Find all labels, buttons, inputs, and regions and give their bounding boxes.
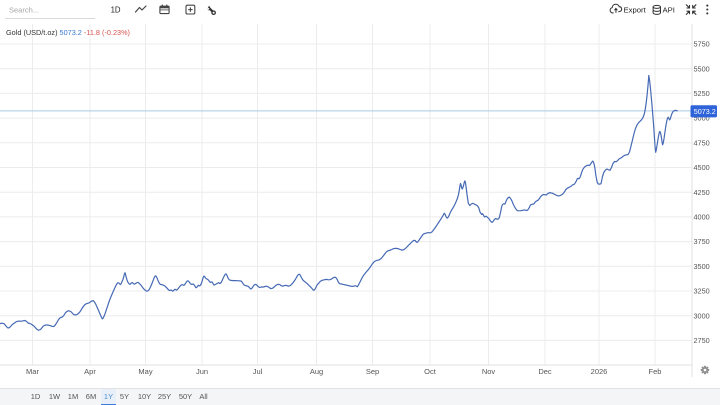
svg-text:Jun: Jun [196,367,208,376]
svg-text:1D: 1D [111,6,121,15]
svg-text:4250: 4250 [694,188,710,197]
svg-text:5750: 5750 [694,40,710,49]
svg-text:API: API [663,6,675,15]
svg-text:2026: 2026 [591,367,608,376]
svg-text:May: May [138,367,152,376]
svg-text:4000: 4000 [694,213,710,222]
svg-text:5500: 5500 [694,64,710,73]
svg-text:2750: 2750 [694,336,710,345]
svg-text:5073.2: 5073.2 [694,107,716,116]
svg-text:Apr: Apr [84,367,96,376]
svg-text:3750: 3750 [694,237,710,246]
svg-text:5000: 5000 [694,114,710,123]
svg-text:Jul: Jul [253,367,263,376]
svg-text:Mar: Mar [26,367,39,376]
svg-text:Feb: Feb [649,367,662,376]
svg-text:Sep: Sep [366,367,379,376]
svg-text:4750: 4750 [694,138,710,147]
svg-text:3500: 3500 [694,262,710,271]
svg-text:3250: 3250 [694,287,710,296]
svg-text:Search...: Search... [9,6,39,15]
svg-text:Dec: Dec [538,367,552,376]
svg-text:Export: Export [624,6,647,15]
svg-text:Nov: Nov [482,367,496,376]
svg-text:3000: 3000 [694,311,710,320]
svg-text:Aug: Aug [310,367,323,376]
svg-text:Oct: Oct [424,367,437,376]
svg-text:4500: 4500 [694,163,710,172]
svg-text:5250: 5250 [694,89,710,98]
